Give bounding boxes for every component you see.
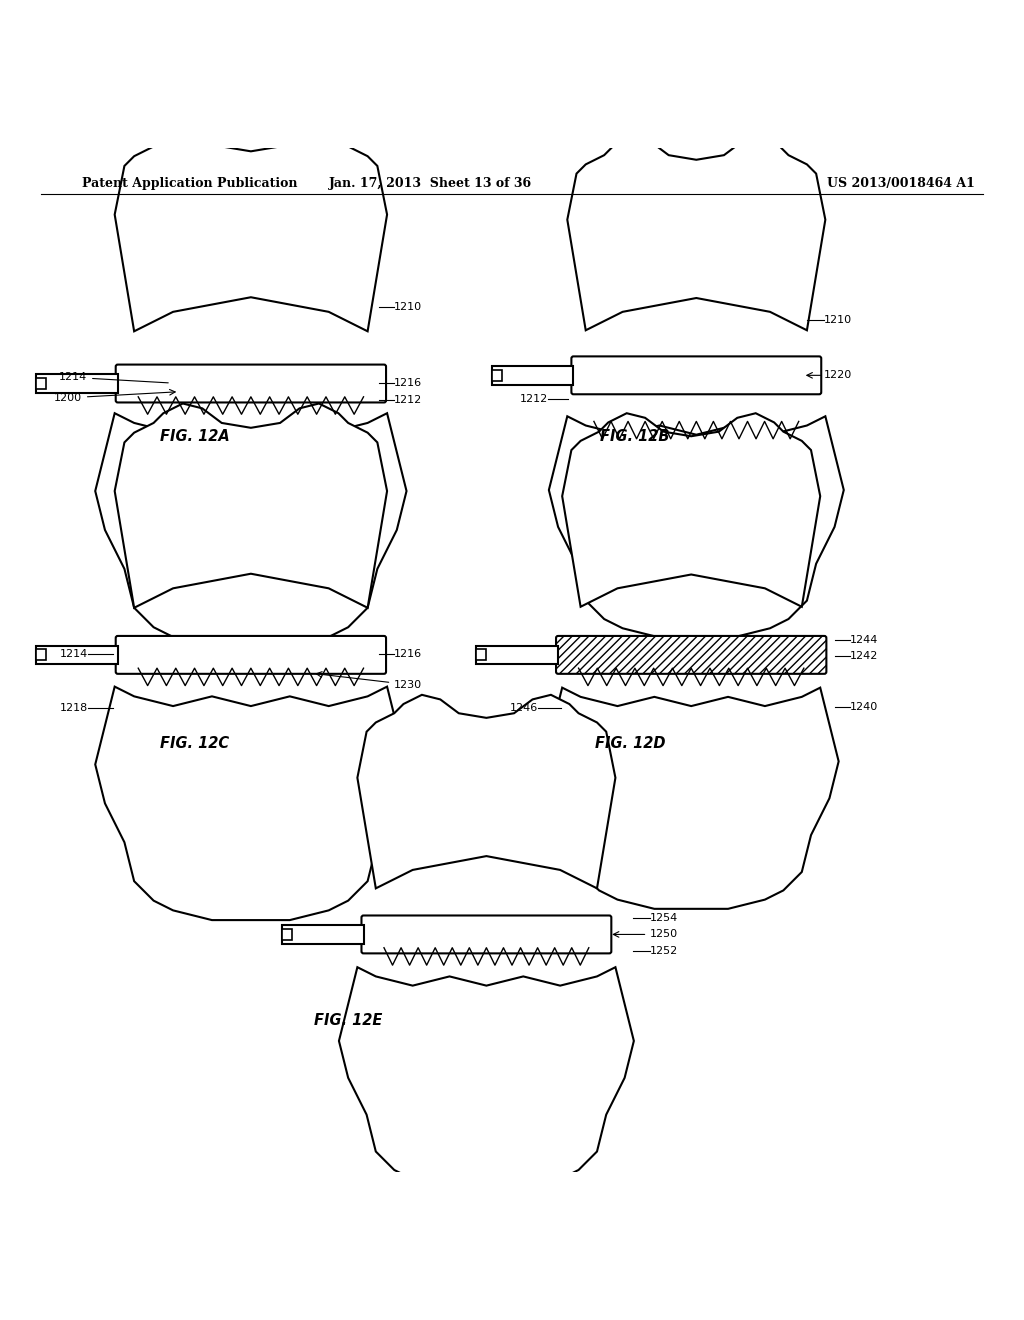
Bar (282, 925, 364, 944)
Polygon shape (339, 968, 634, 1188)
Text: 1214: 1214 (58, 372, 168, 383)
Bar (36, 649, 46, 660)
Polygon shape (544, 688, 839, 909)
Text: 1230: 1230 (316, 672, 422, 689)
Text: 1220: 1220 (824, 371, 853, 380)
Text: 1244: 1244 (850, 635, 879, 644)
Text: 1216: 1216 (394, 649, 422, 659)
FancyBboxPatch shape (571, 356, 821, 395)
FancyBboxPatch shape (556, 636, 826, 673)
Text: Jan. 17, 2013  Sheet 13 of 36: Jan. 17, 2013 Sheet 13 of 36 (329, 177, 531, 190)
Text: 1242: 1242 (850, 651, 879, 661)
Polygon shape (549, 416, 844, 638)
Text: 1218: 1218 (59, 704, 88, 713)
Text: 1246: 1246 (509, 704, 538, 713)
Text: 1216: 1216 (394, 378, 422, 388)
Polygon shape (357, 694, 615, 888)
Text: US 2013/0018464 A1: US 2013/0018464 A1 (827, 177, 975, 190)
FancyBboxPatch shape (116, 364, 386, 403)
Polygon shape (95, 413, 407, 647)
Polygon shape (95, 686, 407, 920)
Text: FIG. 12D: FIG. 12D (595, 737, 665, 751)
Text: 1210: 1210 (394, 302, 422, 313)
Text: 1210: 1210 (824, 315, 852, 325)
Bar (36, 375, 118, 393)
Polygon shape (115, 404, 387, 607)
Text: 1240: 1240 (850, 702, 879, 711)
Text: 1212: 1212 (519, 393, 548, 404)
Bar (476, 649, 486, 660)
Text: 1212: 1212 (394, 395, 423, 405)
Polygon shape (567, 137, 825, 330)
FancyBboxPatch shape (361, 916, 611, 953)
Bar (282, 929, 292, 940)
Bar (36, 378, 46, 389)
Text: 1254: 1254 (650, 913, 679, 923)
Text: FIG. 12A: FIG. 12A (160, 429, 229, 445)
Text: FIG. 12B: FIG. 12B (600, 429, 670, 445)
Bar (492, 370, 502, 381)
FancyBboxPatch shape (116, 636, 386, 673)
Bar (36, 645, 118, 664)
Polygon shape (562, 413, 820, 607)
Text: Patent Application Publication: Patent Application Publication (82, 177, 297, 190)
Bar (476, 645, 558, 664)
Bar (492, 366, 573, 384)
Text: FIG. 12C: FIG. 12C (160, 737, 229, 751)
Text: 1252: 1252 (650, 946, 679, 956)
Text: FIG. 12E: FIG. 12E (314, 1012, 382, 1028)
Text: 1200: 1200 (54, 389, 175, 403)
Polygon shape (115, 127, 387, 331)
Text: 1214: 1214 (59, 649, 88, 659)
Text: 1250: 1250 (613, 929, 678, 940)
